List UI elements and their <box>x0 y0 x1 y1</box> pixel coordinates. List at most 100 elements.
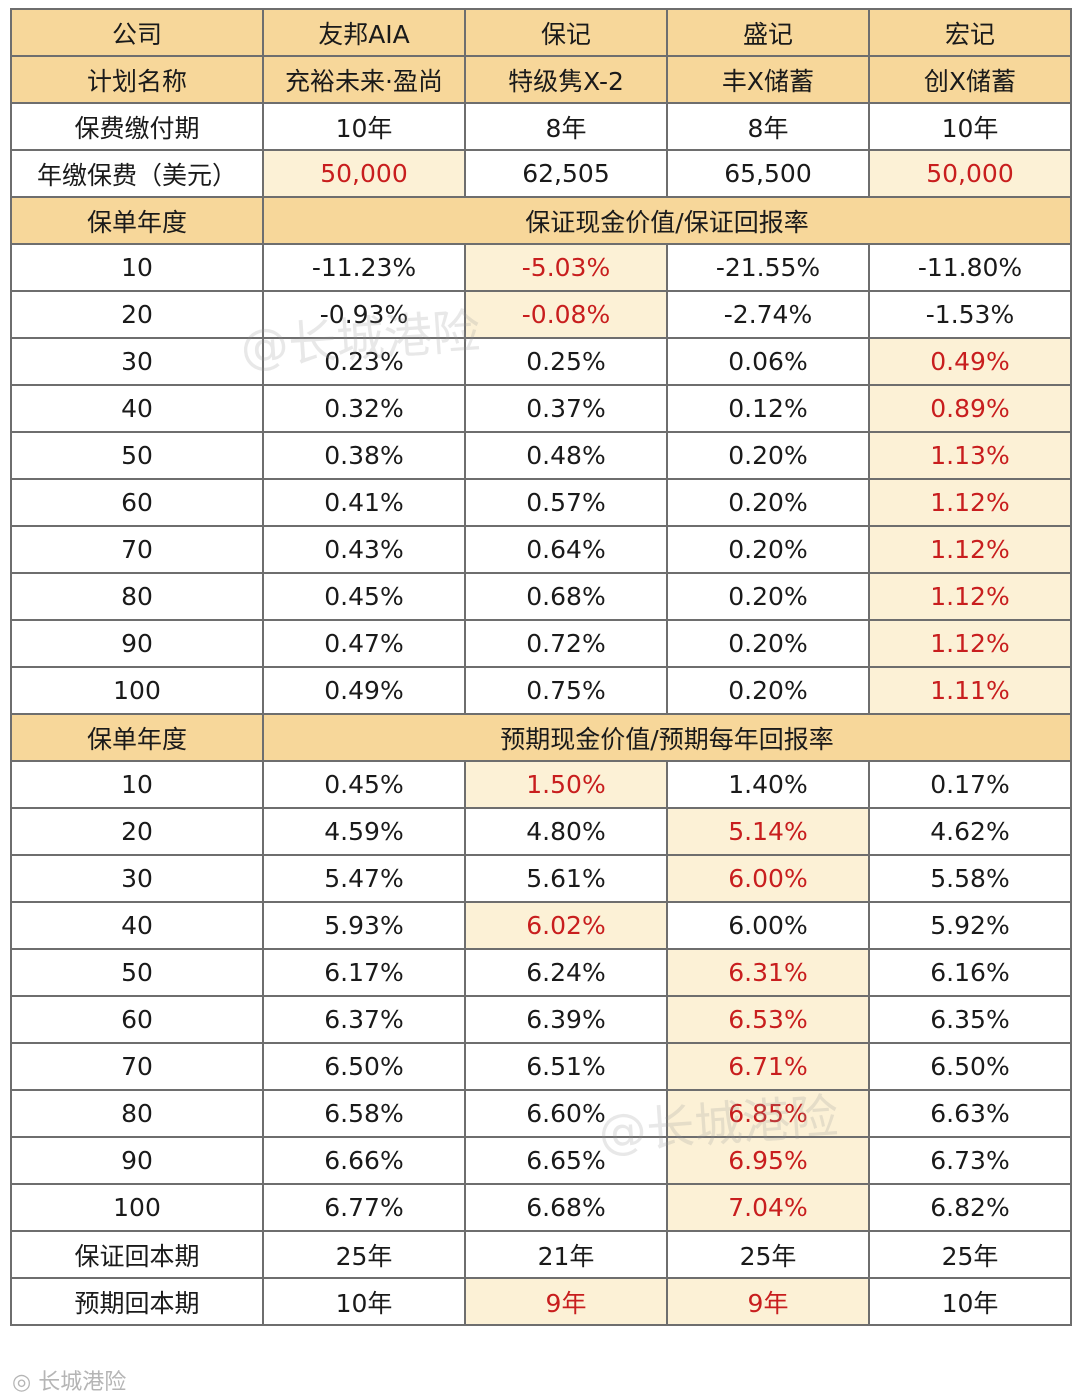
projected-rate-cell: 5.14% <box>666 807 870 856</box>
guaranteed-rate-cell: 1.12% <box>868 572 1072 621</box>
payment-term-cell: 8年 <box>666 102 870 151</box>
guaranteed-year-label: 保单年度 <box>10 196 264 245</box>
guaranteed-rate-cell: 1.13% <box>868 431 1072 480</box>
projected-rate-cell: 4.62% <box>868 807 1072 856</box>
guaranteed-rate-cell: 1.12% <box>868 478 1072 527</box>
guaranteed-rate-cell: 0.49% <box>262 666 466 715</box>
projected-year-cell: 90 <box>10 1136 264 1185</box>
projected-rate-cell: 0.17% <box>868 760 1072 809</box>
guaranteed-rate-cell: 0.25% <box>464 337 668 386</box>
projected-section-title: 预期现金价值/预期每年回报率 <box>262 713 1072 762</box>
projected-rate-cell: 6.60% <box>464 1089 668 1138</box>
plan-shengji: 丰X储蓄 <box>666 55 870 104</box>
guaranteed-rate-cell: 0.23% <box>262 337 466 386</box>
guaranteed-rate-cell: 0.20% <box>666 619 870 668</box>
company-row: 公司 友邦AIA 保记 盛记 宏记 <box>10 8 1072 57</box>
weibo-icon: ◎ <box>12 1370 39 1395</box>
guaranteed-year-cell: 50 <box>10 431 264 480</box>
guaranteed-row: 40 0.32% 0.37% 0.12% 0.89% <box>10 384 1072 433</box>
guaranteed-rate-cell: 0.38% <box>262 431 466 480</box>
guaranteed-rate-cell: 0.48% <box>464 431 668 480</box>
projected-rate-cell: 6.71% <box>666 1042 870 1091</box>
guaranteed-rate-cell: 0.20% <box>666 431 870 480</box>
projected-year-cell: 70 <box>10 1042 264 1091</box>
guaranteed-rate-cell: -21.55% <box>666 243 870 292</box>
projected-year-cell: 100 <box>10 1183 264 1232</box>
projected-rate-cell: 6.00% <box>666 901 870 950</box>
guaranteed-rate-cell: 0.06% <box>666 337 870 386</box>
guaranteed-rate-cell: 0.43% <box>262 525 466 574</box>
guaranteed-row: 90 0.47% 0.72% 0.20% 1.12% <box>10 619 1072 668</box>
projected-rate-cell: 6.31% <box>666 948 870 997</box>
projected-row: 60 6.37% 6.39% 6.53% 6.35% <box>10 995 1072 1044</box>
guaranteed-row: 80 0.45% 0.68% 0.20% 1.12% <box>10 572 1072 621</box>
payment-term-cell: 8年 <box>464 102 668 151</box>
projected-section: 保单年度 预期现金价值/预期每年回报率 10 0.45% 1.50% 1.40% 0.1… <box>10 713 1072 1232</box>
projected-rate-cell: 5.92% <box>868 901 1072 950</box>
guaranteed-rate-cell: -2.74% <box>666 290 870 339</box>
guaranteed-rate-cell: 1.11% <box>868 666 1072 715</box>
guaranteed-rate-cell: 0.41% <box>262 478 466 527</box>
projected-rate-cell: 5.61% <box>464 854 668 903</box>
projected-rate-cell: 6.53% <box>666 995 870 1044</box>
guaranteed-rate-cell: 0.32% <box>262 384 466 433</box>
projected-rate-cell: 1.40% <box>666 760 870 809</box>
projected-rate-cell: 0.45% <box>262 760 466 809</box>
plan-row: 计划名称 充裕未来·盈尚 特级隽X-2 丰X储蓄 创X储蓄 <box>10 55 1072 104</box>
guaranteed-year-cell: 60 <box>10 478 264 527</box>
projected-rate-cell: 6.68% <box>464 1183 668 1232</box>
guaranteed-rate-cell: -0.93% <box>262 290 466 339</box>
projected-rate-cell: 6.02% <box>464 901 668 950</box>
projected-rate-cell: 6.77% <box>262 1183 466 1232</box>
projected-breakeven-cell: 9年 <box>464 1277 668 1326</box>
projected-breakeven-label: 预期回本期 <box>10 1277 264 1326</box>
projected-year-cell: 80 <box>10 1089 264 1138</box>
projected-year-cell: 10 <box>10 760 264 809</box>
guaranteed-row: 70 0.43% 0.64% 0.20% 1.12% <box>10 525 1072 574</box>
projected-section-header: 保单年度 预期现金价值/预期每年回报率 <box>10 713 1072 762</box>
guaranteed-rate-cell: 0.20% <box>666 572 870 621</box>
projected-rate-cell: 6.17% <box>262 948 466 997</box>
plan-baoji: 特级隽X-2 <box>464 55 668 104</box>
guaranteed-year-cell: 20 <box>10 290 264 339</box>
guaranteed-year-cell: 70 <box>10 525 264 574</box>
plan-hongji: 创X储蓄 <box>868 55 1072 104</box>
guaranteed-rate-cell: 0.20% <box>666 478 870 527</box>
annual-premium-cell: 65,500 <box>666 149 870 198</box>
guaranteed-rate-cell: 0.75% <box>464 666 668 715</box>
guaranteed-breakeven-cell: 21年 <box>464 1230 668 1279</box>
guaranteed-row: 20 -0.93% -0.08% -2.74% -1.53% <box>10 290 1072 339</box>
guaranteed-rate-cell: -5.03% <box>464 243 668 292</box>
guaranteed-rate-cell: -1.53% <box>868 290 1072 339</box>
projected-rate-cell: 6.39% <box>464 995 668 1044</box>
projected-row: 30 5.47% 5.61% 6.00% 5.58% <box>10 854 1072 903</box>
guaranteed-rate-cell: 0.20% <box>666 525 870 574</box>
projected-rate-cell: 6.37% <box>262 995 466 1044</box>
projected-breakeven-cell: 10年 <box>262 1277 466 1326</box>
projected-rate-cell: 6.73% <box>868 1136 1072 1185</box>
guaranteed-rate-cell: 0.64% <box>464 525 668 574</box>
projected-rate-cell: 6.50% <box>868 1042 1072 1091</box>
guaranteed-rate-cell: 0.47% <box>262 619 466 668</box>
annual-premium-cell: 62,505 <box>464 149 668 198</box>
projected-rate-cell: 6.65% <box>464 1136 668 1185</box>
watermark-label: 长城港险 <box>38 1370 127 1395</box>
projected-year-cell: 50 <box>10 948 264 997</box>
guaranteed-rate-cell: 0.37% <box>464 384 668 433</box>
projected-rate-cell: 4.59% <box>262 807 466 856</box>
projected-rate-cell: 5.47% <box>262 854 466 903</box>
guaranteed-year-cell: 100 <box>10 666 264 715</box>
guaranteed-rate-cell: 0.72% <box>464 619 668 668</box>
guaranteed-rate-cell: -11.23% <box>262 243 466 292</box>
projected-rate-cell: 6.66% <box>262 1136 466 1185</box>
projected-rate-cell: 6.00% <box>666 854 870 903</box>
projected-breakeven-cell: 9年 <box>666 1277 870 1326</box>
projected-year-cell: 40 <box>10 901 264 950</box>
guaranteed-rate-cell: 0.49% <box>868 337 1072 386</box>
company-shengji: 盛记 <box>666 8 870 57</box>
guaranteed-rate-cell: -11.80% <box>868 243 1072 292</box>
guaranteed-rate-cell: 1.12% <box>868 525 1072 574</box>
guaranteed-row: 60 0.41% 0.57% 0.20% 1.12% <box>10 478 1072 527</box>
projected-rate-cell: 6.50% <box>262 1042 466 1091</box>
annual-premium-cell: 50,000 <box>262 149 466 198</box>
